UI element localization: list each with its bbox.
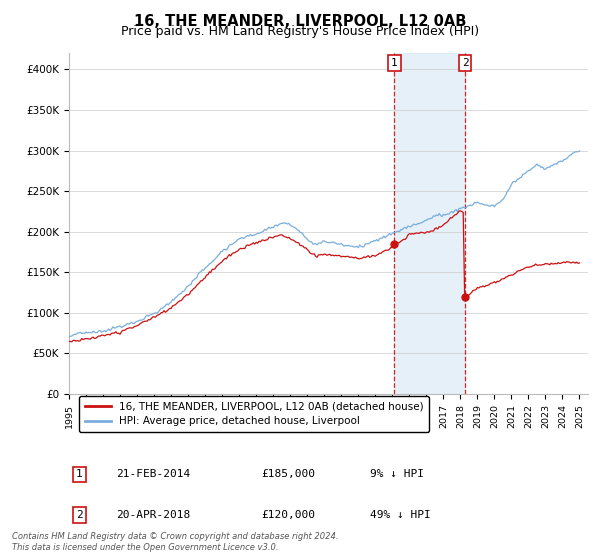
Text: 21-FEB-2014: 21-FEB-2014 [116, 469, 190, 479]
Text: 1: 1 [391, 58, 398, 68]
Text: £185,000: £185,000 [261, 469, 315, 479]
Text: £120,000: £120,000 [261, 510, 315, 520]
Text: Price paid vs. HM Land Registry's House Price Index (HPI): Price paid vs. HM Land Registry's House … [121, 25, 479, 38]
Text: 9% ↓ HPI: 9% ↓ HPI [370, 469, 424, 479]
Text: 2: 2 [76, 510, 83, 520]
Legend: 16, THE MEANDER, LIVERPOOL, L12 0AB (detached house), HPI: Average price, detach: 16, THE MEANDER, LIVERPOOL, L12 0AB (det… [79, 396, 429, 432]
Text: 2: 2 [462, 58, 469, 68]
Text: 20-APR-2018: 20-APR-2018 [116, 510, 190, 520]
Bar [394, 53, 466, 394]
Text: 1: 1 [76, 469, 83, 479]
Text: 49% ↓ HPI: 49% ↓ HPI [370, 510, 431, 520]
Text: 16, THE MEANDER, LIVERPOOL, L12 0AB: 16, THE MEANDER, LIVERPOOL, L12 0AB [134, 14, 466, 29]
Text: Contains HM Land Registry data © Crown copyright and database right 2024.
This d: Contains HM Land Registry data © Crown c… [12, 532, 338, 552]
